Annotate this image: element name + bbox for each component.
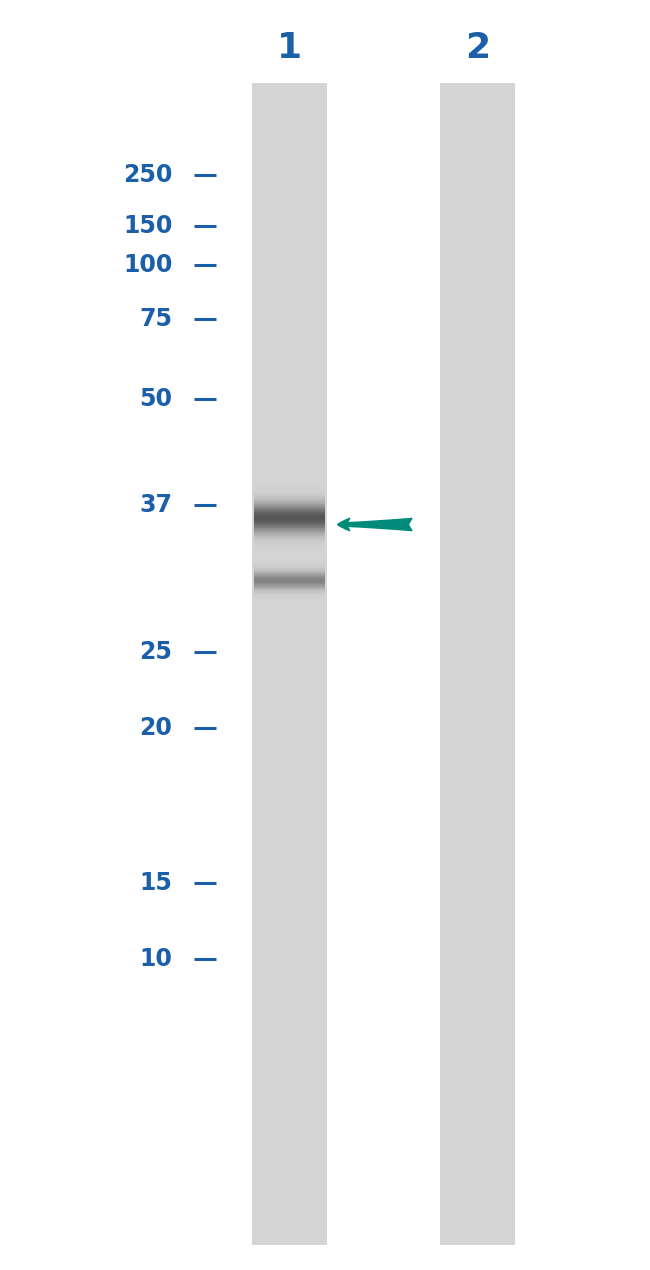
Bar	[254, 528, 325, 530]
Text: 10: 10	[139, 947, 172, 970]
Bar	[254, 508, 325, 511]
Bar	[254, 488, 325, 490]
Text: 15: 15	[139, 871, 172, 894]
Bar	[254, 490, 325, 493]
Bar	[254, 550, 325, 552]
Bar	[254, 518, 325, 521]
Bar	[254, 530, 325, 532]
Bar	[441, 83, 515, 1245]
Bar	[254, 549, 325, 550]
Text: 37: 37	[139, 494, 172, 517]
Bar	[254, 504, 325, 507]
Bar	[254, 514, 325, 516]
Bar	[254, 493, 325, 494]
Bar	[254, 535, 325, 536]
Bar	[254, 544, 325, 546]
Bar	[254, 546, 325, 549]
Bar	[254, 538, 325, 540]
Text: 1: 1	[277, 32, 302, 65]
Bar	[254, 507, 325, 508]
Bar	[254, 540, 325, 542]
Text: 250: 250	[123, 164, 172, 187]
Bar	[254, 497, 325, 498]
Bar	[254, 502, 325, 504]
Bar	[254, 522, 325, 525]
Text: 25: 25	[139, 640, 172, 663]
Bar	[254, 525, 325, 526]
Text: 75: 75	[139, 307, 172, 330]
Bar	[254, 516, 325, 518]
Bar	[254, 511, 325, 512]
Text: 100: 100	[123, 254, 172, 277]
Bar	[254, 521, 325, 522]
Text: 2: 2	[465, 32, 490, 65]
Bar	[254, 486, 325, 488]
Bar	[254, 494, 325, 497]
Text: 50: 50	[139, 387, 172, 410]
Bar	[252, 83, 326, 1245]
Bar	[254, 512, 325, 514]
Bar	[254, 526, 325, 528]
Bar	[254, 498, 325, 500]
Bar	[254, 484, 325, 486]
Bar	[254, 532, 325, 535]
Bar	[254, 542, 325, 544]
Text: 150: 150	[123, 215, 172, 237]
Bar	[254, 536, 325, 538]
Bar	[254, 500, 325, 502]
Text: 20: 20	[139, 716, 172, 739]
